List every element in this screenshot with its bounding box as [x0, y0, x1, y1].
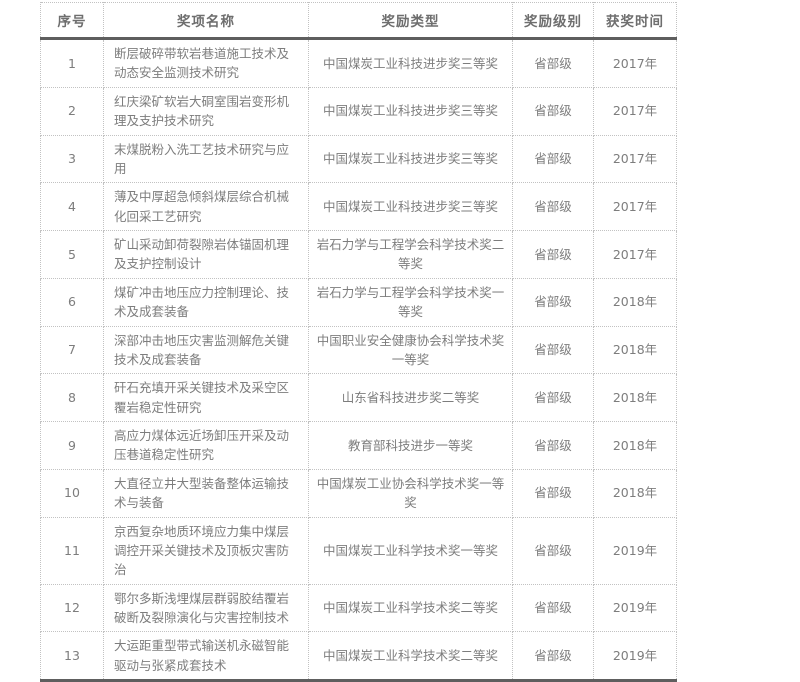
- cell-award-level: 省部级: [512, 421, 594, 470]
- cell-award-year: 2017年: [593, 182, 677, 231]
- cell-award-name: 矸石充填开采关键技术及采空区覆岩稳定性研究: [103, 373, 309, 422]
- cell-award-name: 红庆梁矿软岩大硐室围岩变形机理及支护技术研究: [103, 86, 309, 136]
- awards-table: 序号 奖项名称 奖励类型 奖励级别 获奖时间 1 断层破碎带软岩巷道施工技术及动态…: [40, 2, 677, 682]
- cell-index: 11: [40, 516, 104, 585]
- cell-award-level: 省部级: [512, 86, 594, 136]
- cell-award-name: 末煤脱粉入洗工艺技术研究与应用: [103, 134, 309, 184]
- table-row: 4 薄及中厚超急倾斜煤层综合机械化回采工艺研究 中国煤炭工业科技进步奖三等奖 省部级 2…: [40, 182, 677, 231]
- table-row: 12 鄂尔多斯浅埋煤层群弱胶结覆岩破断及裂隙演化与灾害控制技术 中国煤炭工业科学技术…: [40, 583, 677, 633]
- cell-award-name: 高应力煤体远近场卸压开采及动压巷道稳定性研究: [103, 421, 309, 470]
- cell-award-type: 中国职业安全健康协会科学技术奖一等奖: [308, 325, 513, 375]
- cell-award-level: 省部级: [512, 468, 594, 518]
- cell-award-year: 2019年: [593, 583, 677, 633]
- cell-award-name: 薄及中厚超急倾斜煤层综合机械化回采工艺研究: [103, 182, 309, 231]
- cell-index: 7: [40, 325, 104, 375]
- cell-award-type: 中国煤炭工业科技进步奖三等奖: [308, 182, 513, 231]
- cell-award-level: 省部级: [512, 373, 594, 422]
- cell-award-type: 岩石力学与工程学会科学技术奖一等奖: [308, 277, 513, 327]
- cell-index: 9: [40, 421, 104, 470]
- cell-award-year: 2018年: [593, 421, 677, 470]
- cell-award-type: 中国煤炭工业协会科学技术奖一等奖: [308, 468, 513, 518]
- cell-award-name: 矿山采动卸荷裂隙岩体锚固机理及支护控制设计: [103, 230, 309, 279]
- table-row: 3 末煤脱粉入洗工艺技术研究与应用 中国煤炭工业科技进步奖三等奖 省部级 2017年: [40, 134, 677, 184]
- column-header-year: 获奖时间: [593, 2, 677, 40]
- cell-award-name: 京西复杂地质环境应力集中煤层调控开采关键技术及顶板灾害防治: [103, 516, 309, 585]
- cell-award-level: 省部级: [512, 134, 594, 184]
- cell-award-year: 2018年: [593, 373, 677, 422]
- cell-award-name: 断层破碎带软岩巷道施工技术及动态安全监测技术研究: [103, 38, 309, 88]
- cell-award-type: 中国煤炭工业科技进步奖三等奖: [308, 86, 513, 136]
- cell-award-name: 鄂尔多斯浅埋煤层群弱胶结覆岩破断及裂隙演化与灾害控制技术: [103, 583, 309, 633]
- cell-award-type: 中国煤炭工业科学技术奖二等奖: [308, 583, 513, 633]
- cell-award-type: 岩石力学与工程学会科学技术奖二等奖: [308, 230, 513, 279]
- cell-award-year: 2019年: [593, 516, 677, 585]
- table-row: 10 大直径立井大型装备整体运输技术与装备 中国煤炭工业协会科学技术奖一等奖 省部级 2…: [40, 468, 677, 518]
- table-row: 7 深部冲击地压灾害监测解危关键技术及成套装备 中国职业安全健康协会科学技术奖一等奖…: [40, 325, 677, 375]
- cell-award-name: 深部冲击地压灾害监测解危关键技术及成套装备: [103, 325, 309, 375]
- cell-index: 12: [40, 583, 104, 633]
- cell-index: 1: [40, 38, 104, 88]
- cell-award-level: 省部级: [512, 277, 594, 327]
- awards-table-container: 序号 奖项名称 奖励类型 奖励级别 获奖时间 1 断层破碎带软岩巷道施工技术及动态…: [40, 2, 677, 682]
- table-row: 9 高应力煤体远近场卸压开采及动压巷道稳定性研究 教育部科技进步一等奖 省部级 2018…: [40, 421, 677, 470]
- column-header-name: 奖项名称: [103, 2, 309, 40]
- cell-award-type: 中国煤炭工业科学技术奖一等奖: [308, 516, 513, 585]
- cell-award-level: 省部级: [512, 230, 594, 279]
- cell-award-year: 2018年: [593, 325, 677, 375]
- table-row: 11 京西复杂地质环境应力集中煤层调控开采关键技术及顶板灾害防治 中国煤炭工业科学技…: [40, 516, 677, 585]
- cell-award-type: 教育部科技进步一等奖: [308, 421, 513, 470]
- table-row: 2 红庆梁矿软岩大硐室围岩变形机理及支护技术研究 中国煤炭工业科技进步奖三等奖 省部级…: [40, 86, 677, 136]
- cell-index: 6: [40, 277, 104, 327]
- cell-award-year: 2017年: [593, 230, 677, 279]
- cell-index: 10: [40, 468, 104, 518]
- cell-award-level: 省部级: [512, 631, 594, 682]
- cell-award-name: 煤矿冲击地压应力控制理论、技术及成套装备: [103, 277, 309, 327]
- cell-index: 2: [40, 86, 104, 136]
- cell-award-type: 山东省科技进步奖二等奖: [308, 373, 513, 422]
- cell-award-name: 大直径立井大型装备整体运输技术与装备: [103, 468, 309, 518]
- header-row: 序号 奖项名称 奖励类型 奖励级别 获奖时间: [40, 2, 677, 40]
- cell-award-level: 省部级: [512, 583, 594, 633]
- cell-award-year: 2017年: [593, 86, 677, 136]
- cell-award-type: 中国煤炭工业科学技术奖二等奖: [308, 631, 513, 682]
- cell-award-level: 省部级: [512, 38, 594, 88]
- table-row: 6 煤矿冲击地压应力控制理论、技术及成套装备 岩石力学与工程学会科学技术奖一等奖 省部…: [40, 277, 677, 327]
- table-row: 1 断层破碎带软岩巷道施工技术及动态安全监测技术研究 中国煤炭工业科技进步奖三等奖省…: [40, 38, 677, 88]
- column-header-level: 奖励级别: [512, 2, 594, 40]
- cell-award-level: 省部级: [512, 325, 594, 375]
- table-row: 5 矿山采动卸荷裂隙岩体锚固机理及支护控制设计 岩石力学与工程学会科学技术奖二等奖省…: [40, 230, 677, 279]
- table-row: 8 矸石充填开采关键技术及采空区覆岩稳定性研究 山东省科技进步奖二等奖 省部级 2018…: [40, 373, 677, 422]
- cell-index: 3: [40, 134, 104, 184]
- column-header-no: 序号: [40, 2, 104, 40]
- cell-award-level: 省部级: [512, 516, 594, 585]
- cell-award-name: 大运距重型带式输送机永磁智能驱动与张紧成套技术: [103, 631, 309, 682]
- cell-award-year: 2018年: [593, 468, 677, 518]
- column-header-type: 奖励类型: [308, 2, 513, 40]
- cell-award-year: 2018年: [593, 277, 677, 327]
- cell-index: 8: [40, 373, 104, 422]
- cell-index: 4: [40, 182, 104, 231]
- table-row: 13 大运距重型带式输送机永磁智能驱动与张紧成套技术 中国煤炭工业科学技术奖二等奖省…: [40, 631, 677, 682]
- cell-award-type: 中国煤炭工业科技进步奖三等奖: [308, 38, 513, 88]
- cell-award-year: 2017年: [593, 134, 677, 184]
- cell-award-year: 2019年: [593, 631, 677, 682]
- cell-index: 13: [40, 631, 104, 682]
- cell-award-year: 2017年: [593, 38, 677, 88]
- cell-award-level: 省部级: [512, 182, 594, 231]
- cell-award-type: 中国煤炭工业科技进步奖三等奖: [308, 134, 513, 184]
- cell-index: 5: [40, 230, 104, 279]
